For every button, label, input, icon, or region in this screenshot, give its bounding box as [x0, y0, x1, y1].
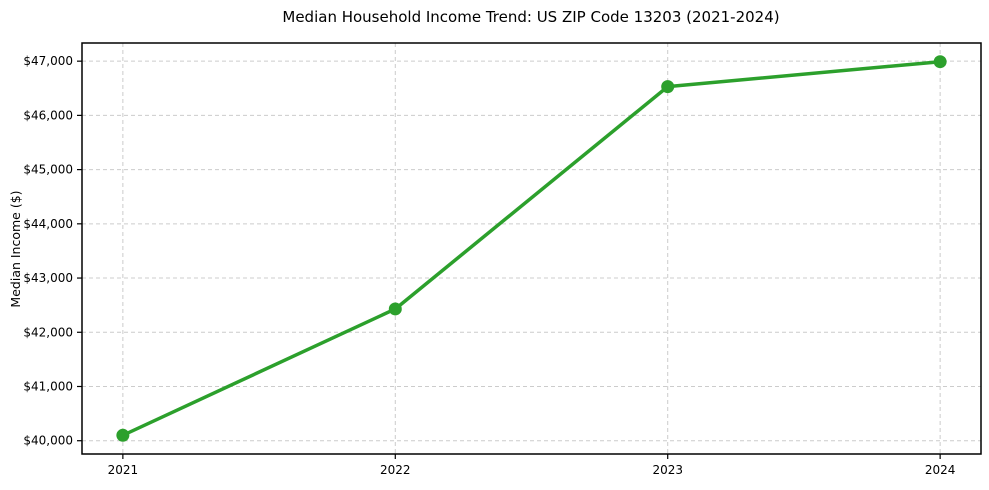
y-tick-label: $43,000 — [23, 271, 73, 285]
y-tick-label: $42,000 — [23, 325, 73, 339]
x-tick-label: 2023 — [652, 463, 683, 477]
y-tick-label: $47,000 — [23, 54, 73, 68]
x-tick-label: 2021 — [108, 463, 139, 477]
income-point-marker — [661, 80, 675, 94]
y-tick-label: $41,000 — [23, 379, 73, 393]
y-tick-label: $46,000 — [23, 108, 73, 122]
x-tick-label: 2022 — [380, 463, 411, 477]
y-tick-label: $45,000 — [23, 163, 73, 177]
chart-title: Median Household Income Trend: US ZIP Co… — [282, 8, 779, 26]
plot-area: $40,000 $41,000 $42,000 $43,000 $44,000 $45,0… — [23, 42, 982, 477]
income-point-marker — [116, 428, 130, 442]
income-line — [121, 59, 942, 438]
plot-border — [81, 42, 982, 455]
y-tick-label: $40,000 — [23, 434, 73, 448]
y-axis-label: Median Income ($) — [8, 190, 23, 307]
y-tick-label: $44,000 — [23, 217, 73, 231]
income-point-marker — [388, 302, 402, 316]
x-tick-label: 2024 — [925, 463, 956, 477]
income-point-marker — [933, 55, 947, 69]
